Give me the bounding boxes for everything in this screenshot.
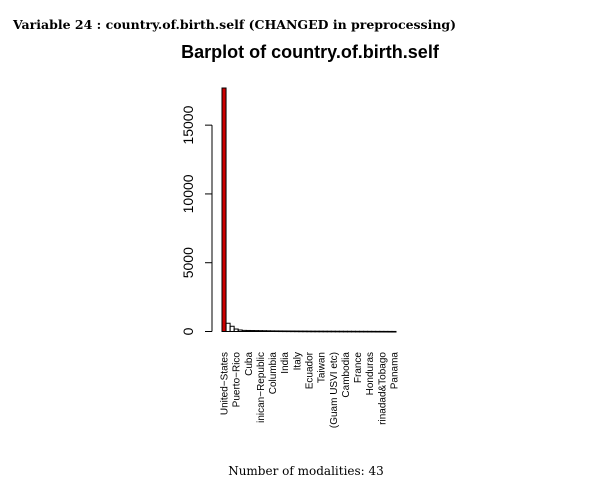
bar <box>367 330 373 333</box>
bar <box>249 330 255 333</box>
bar <box>322 330 328 333</box>
bar <box>334 330 340 333</box>
x-tick-label: (Guam USVI etc) <box>329 352 340 428</box>
bar <box>221 87 227 332</box>
modalities-count: Number of modalities: 43 <box>228 464 384 478</box>
bar <box>330 330 336 333</box>
bar <box>306 330 312 333</box>
bar <box>241 329 247 332</box>
x-tick-label: rinadad&Tobago <box>377 352 388 425</box>
x-tick-label: Taiwan <box>317 352 328 383</box>
y-axis: 0 5000 10000 15000 <box>180 105 213 335</box>
bar <box>257 330 263 333</box>
y-tick-label: 10000 <box>180 174 196 213</box>
bar <box>298 330 304 333</box>
y-tick-label: 5000 <box>180 247 196 278</box>
bar <box>383 330 389 333</box>
x-tick-labels: United−States Puerto−Rico Cuba inican−Repub… <box>220 351 401 428</box>
bar <box>278 330 284 333</box>
bar <box>286 330 292 333</box>
x-tick-label: Panama <box>390 352 401 390</box>
bar <box>282 330 288 333</box>
bar <box>290 330 296 333</box>
bar <box>229 325 235 332</box>
bar <box>326 330 332 333</box>
bar <box>387 330 393 333</box>
bar <box>338 330 344 333</box>
x-tick-label: Ecuador <box>305 351 316 389</box>
bar <box>375 330 381 333</box>
y-tick-label: 15000 <box>180 105 196 144</box>
bar <box>363 330 369 333</box>
bar <box>359 330 365 333</box>
x-tick-label: Cambodia <box>341 352 352 398</box>
bar <box>245 329 251 333</box>
bar <box>253 330 259 332</box>
bar <box>302 330 308 333</box>
bar <box>270 330 276 333</box>
bar <box>371 330 377 333</box>
bar <box>391 330 397 333</box>
x-tick-label: France <box>353 352 364 384</box>
x-tick-label: Puerto−Rico <box>232 352 243 408</box>
bar <box>342 330 348 333</box>
variable-heading: Variable 24 : country.of.birth.self (CHA… <box>13 17 457 32</box>
x-tick-label: Columbia <box>268 352 279 395</box>
bar <box>318 330 324 333</box>
bar <box>225 322 231 332</box>
bar <box>233 328 239 332</box>
bar <box>379 330 385 333</box>
bar <box>346 330 352 333</box>
bar <box>310 330 316 333</box>
x-tick-label: Cuba <box>244 352 255 376</box>
x-tick-label: inican−Republic <box>256 352 267 423</box>
x-tick-label: India <box>280 352 291 374</box>
bar <box>266 330 272 332</box>
bar <box>261 330 268 332</box>
bar <box>294 330 300 333</box>
chart-title: Barplot of country.of.birth.self <box>181 42 440 62</box>
x-tick-label: Honduras <box>365 352 376 395</box>
bar <box>314 330 320 333</box>
y-tick-label: 0 <box>180 327 196 335</box>
bar <box>350 330 357 333</box>
x-tick-label: United−States <box>220 352 231 415</box>
bar <box>237 329 243 332</box>
bar <box>355 330 361 333</box>
x-tick-label: Italy <box>292 352 303 370</box>
bars-group <box>221 87 397 333</box>
bar <box>274 330 280 333</box>
